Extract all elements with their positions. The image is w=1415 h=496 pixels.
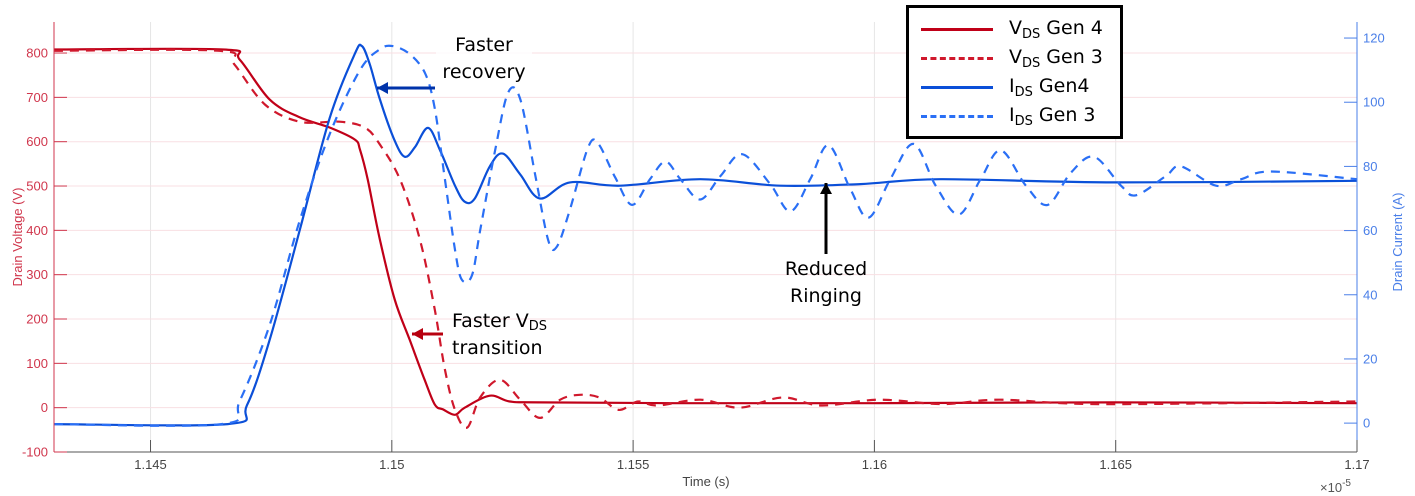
y-right-tick-label: 20 [1363, 351, 1377, 366]
x-tick-label: 1.145 [134, 457, 167, 472]
y-left-axis-label: Drain Voltage (V) [10, 188, 25, 287]
annotation-text: recovery [442, 61, 526, 83]
x-multiplier: ×10-5 [1320, 478, 1351, 495]
annotation-reduced-ringing: Reduced Ringing [776, 256, 876, 310]
annotation-text: Faster [455, 34, 513, 56]
y-left-tick-label: 600 [26, 134, 48, 149]
y-right-tick-label: 120 [1363, 31, 1385, 46]
annotation-faster-recovery: Faster recovery [436, 32, 532, 86]
y-right-tick-label: 60 [1363, 223, 1377, 238]
y-left-tick-label: 500 [26, 179, 48, 194]
legend: VDS Gen 4 VDS Gen 3 IDS Gen4 IDS Gen 3 [906, 5, 1123, 139]
legend-swatch [921, 86, 993, 89]
annotation-faster-vds: Faster VDS transition [452, 308, 547, 362]
annotation-text: Reduced [784, 258, 868, 280]
x-tick-label: 1.155 [617, 457, 650, 472]
series-line-0 [53, 47, 1358, 416]
legend-item-ids-gen3: IDS Gen 3 [909, 102, 1120, 128]
y-left-tick-label: 400 [26, 223, 48, 238]
annotation-text: transition [452, 337, 543, 359]
annotation-arrows [377, 82, 832, 340]
y-left-tick-label: -100 [22, 445, 48, 460]
y-right-tick-label: 40 [1363, 287, 1377, 302]
legend-item-vds-gen4: VDS Gen 4 [909, 15, 1120, 41]
axes: 1.145 1.15 1.155 1.16 1.165 1.17-100010020030… [10, 22, 1405, 495]
x-tick-label: 1.16 [862, 457, 887, 472]
x-tick-label: 1.17 [1344, 457, 1369, 472]
x-tick-label: 1.15 [379, 457, 404, 472]
legend-label: IDS Gen 3 [1009, 104, 1096, 129]
y-left-tick-label: 700 [26, 90, 48, 105]
y-right-tick-label: 0 [1363, 416, 1370, 431]
arrow-faster-vds-head [412, 328, 423, 340]
annotation-text: Ringing [790, 285, 862, 307]
y-left-tick-label: 0 [41, 400, 48, 415]
series-group [53, 43, 1358, 429]
x-multiplier-exponent: -5 [1342, 478, 1351, 489]
series-line-1 [53, 48, 1358, 429]
y-left-tick-label: 300 [26, 267, 48, 282]
y-left-tick-label: 200 [26, 312, 48, 327]
y-left-tick-label: 100 [26, 356, 48, 371]
x-tick-label: 1.165 [1099, 457, 1132, 472]
legend-swatch [921, 115, 993, 118]
series-line-2 [53, 43, 1358, 427]
legend-item-ids-gen4: IDS Gen4 [909, 73, 1120, 99]
y-right-tick-label: 100 [1363, 95, 1385, 110]
series-line-3 [53, 44, 1358, 427]
legend-label: IDS Gen4 [1009, 75, 1090, 100]
legend-swatch [921, 28, 993, 31]
grid [54, 22, 1358, 453]
x-axis-label: Time (s) [682, 474, 729, 489]
arrow-faster-recovery-head [377, 82, 388, 94]
legend-label: VDS Gen 4 [1009, 17, 1103, 42]
arrow-reduced-ringing-head [820, 183, 832, 194]
legend-label: VDS Gen 3 [1009, 46, 1103, 71]
legend-swatch [921, 57, 993, 60]
y-left-tick-label: 800 [26, 46, 48, 61]
y-right-tick-label: 80 [1363, 159, 1377, 174]
legend-item-vds-gen3: VDS Gen 3 [909, 44, 1120, 70]
y-right-axis-label: Drain Current (A) [1390, 193, 1405, 292]
annotation-text: Faster VDS [452, 310, 547, 334]
